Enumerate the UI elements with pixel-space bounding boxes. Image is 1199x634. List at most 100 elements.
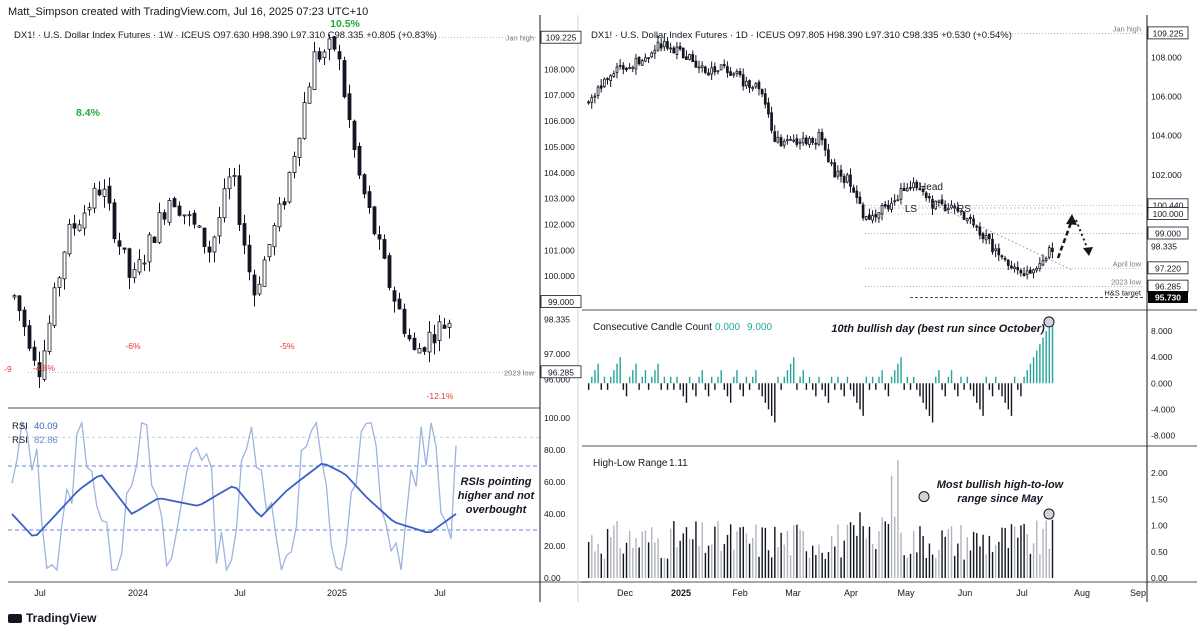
consecutive-bar — [796, 383, 798, 390]
range-title: High-Low Range — [593, 458, 668, 469]
consecutive-bar — [890, 376, 893, 384]
daily-y-tick: 102.000 — [1151, 170, 1182, 180]
daily-candle — [981, 233, 985, 240]
daily-candle — [946, 207, 950, 211]
range-bar — [963, 559, 965, 578]
daily-candle — [644, 57, 647, 62]
daily-candle — [763, 93, 767, 105]
range-bar — [1017, 537, 1019, 578]
weekly-candle — [167, 200, 172, 223]
consecutive-bar — [663, 376, 666, 384]
consecutive-bar — [900, 357, 902, 384]
range-bar — [947, 529, 950, 578]
consecutive-bar — [692, 383, 694, 390]
consecutive-bar — [597, 363, 599, 384]
consecutive-bar — [919, 383, 921, 397]
daily-x-tick: Jul — [1016, 588, 1028, 598]
weekly-y-tick: 104.000 — [544, 168, 575, 178]
weekly-annotation: -5% — [279, 341, 295, 351]
range-bar — [1029, 553, 1032, 578]
consecutive-bar — [755, 370, 757, 384]
daily-candle — [631, 66, 635, 70]
range-bar — [815, 555, 817, 578]
consecutive-bar — [654, 370, 656, 384]
consecutive-bar — [641, 376, 644, 384]
consecutive-bar — [610, 376, 612, 384]
range-bar — [931, 554, 934, 578]
rsi-legend-name: RSI — [12, 421, 28, 432]
range-bar — [641, 531, 644, 578]
daily-price-tag-box — [1147, 26, 1189, 40]
consecutive-bar — [745, 376, 748, 384]
consecutive-bar — [1039, 344, 1041, 384]
hs-pattern-label: LS — [905, 204, 918, 215]
consecutive-bar — [871, 376, 874, 384]
daily-candle — [912, 182, 915, 189]
weekly-candle — [267, 244, 272, 258]
range-bar — [1026, 534, 1028, 578]
daily-candle — [751, 87, 755, 90]
range-bar — [919, 526, 921, 578]
daily-candle — [694, 60, 698, 68]
range-bar — [868, 526, 871, 578]
weekly-level-label: 2023 low — [504, 368, 535, 377]
daily-candle — [1010, 265, 1013, 269]
consecutive-bar — [733, 376, 735, 384]
consecutive-bar — [916, 383, 918, 390]
daily-y-tick: 108.000 — [1151, 52, 1182, 62]
consecutive-bar — [638, 383, 640, 390]
consecutive-bar — [1013, 376, 1016, 384]
daily-x-tick: Apr — [844, 588, 858, 598]
range-bar — [1023, 523, 1025, 578]
range-bar — [871, 543, 874, 578]
tradingview-brand: TradingView — [8, 611, 96, 625]
range-bar — [745, 533, 748, 578]
consecutive-bar — [729, 383, 732, 403]
weekly-candle — [67, 223, 72, 255]
consecutive-bar — [881, 370, 883, 384]
daily-candle — [732, 73, 736, 76]
rsi-legend-value: 40.09 — [34, 421, 58, 432]
daily-candle — [603, 78, 606, 88]
weekly-annotation: -4.8% — [33, 363, 56, 373]
daily-candle — [1041, 260, 1045, 266]
range-bar — [793, 525, 795, 578]
daily-candle — [814, 142, 818, 145]
daily-candle — [760, 88, 764, 95]
range-bar — [818, 544, 820, 578]
range-bar — [922, 536, 924, 578]
weekly-x-tick: Jul — [34, 588, 46, 598]
consecutive-bar — [963, 383, 965, 390]
daily-x-tick: Jun — [958, 588, 973, 598]
weekly-candle — [382, 239, 387, 259]
daily-candle — [628, 67, 631, 69]
range-bar — [925, 558, 927, 578]
daily-x-tick: Mar — [785, 588, 801, 598]
range-bar — [774, 526, 776, 578]
consecutive-bar — [786, 370, 789, 384]
range-bar — [701, 522, 703, 578]
daily-price-tag: 109.225 — [1153, 28, 1184, 38]
range-bar — [663, 558, 666, 578]
range-bar — [638, 547, 640, 578]
daily-candle — [962, 211, 966, 221]
weekly-annotation: -12.1% — [427, 391, 454, 401]
range-y-tick: 1.00 — [1151, 521, 1168, 531]
consecutive-bar — [865, 376, 868, 384]
weekly-candle — [37, 362, 42, 378]
consecutive-bar — [985, 376, 987, 384]
daily-candle — [748, 80, 751, 88]
consecutive-bar — [748, 383, 751, 390]
daily-candle — [858, 196, 862, 204]
daily-candle — [599, 85, 603, 89]
daily-x-tick: Aug — [1074, 588, 1090, 598]
consecutive-bar — [906, 376, 909, 384]
weekly-candle — [72, 223, 77, 229]
consecutive-bar — [827, 383, 830, 403]
weekly-candle — [92, 187, 97, 209]
weekly-candle — [297, 137, 302, 158]
range-bar — [1010, 524, 1013, 578]
daily-candle — [918, 188, 922, 190]
range-bar — [928, 543, 931, 578]
